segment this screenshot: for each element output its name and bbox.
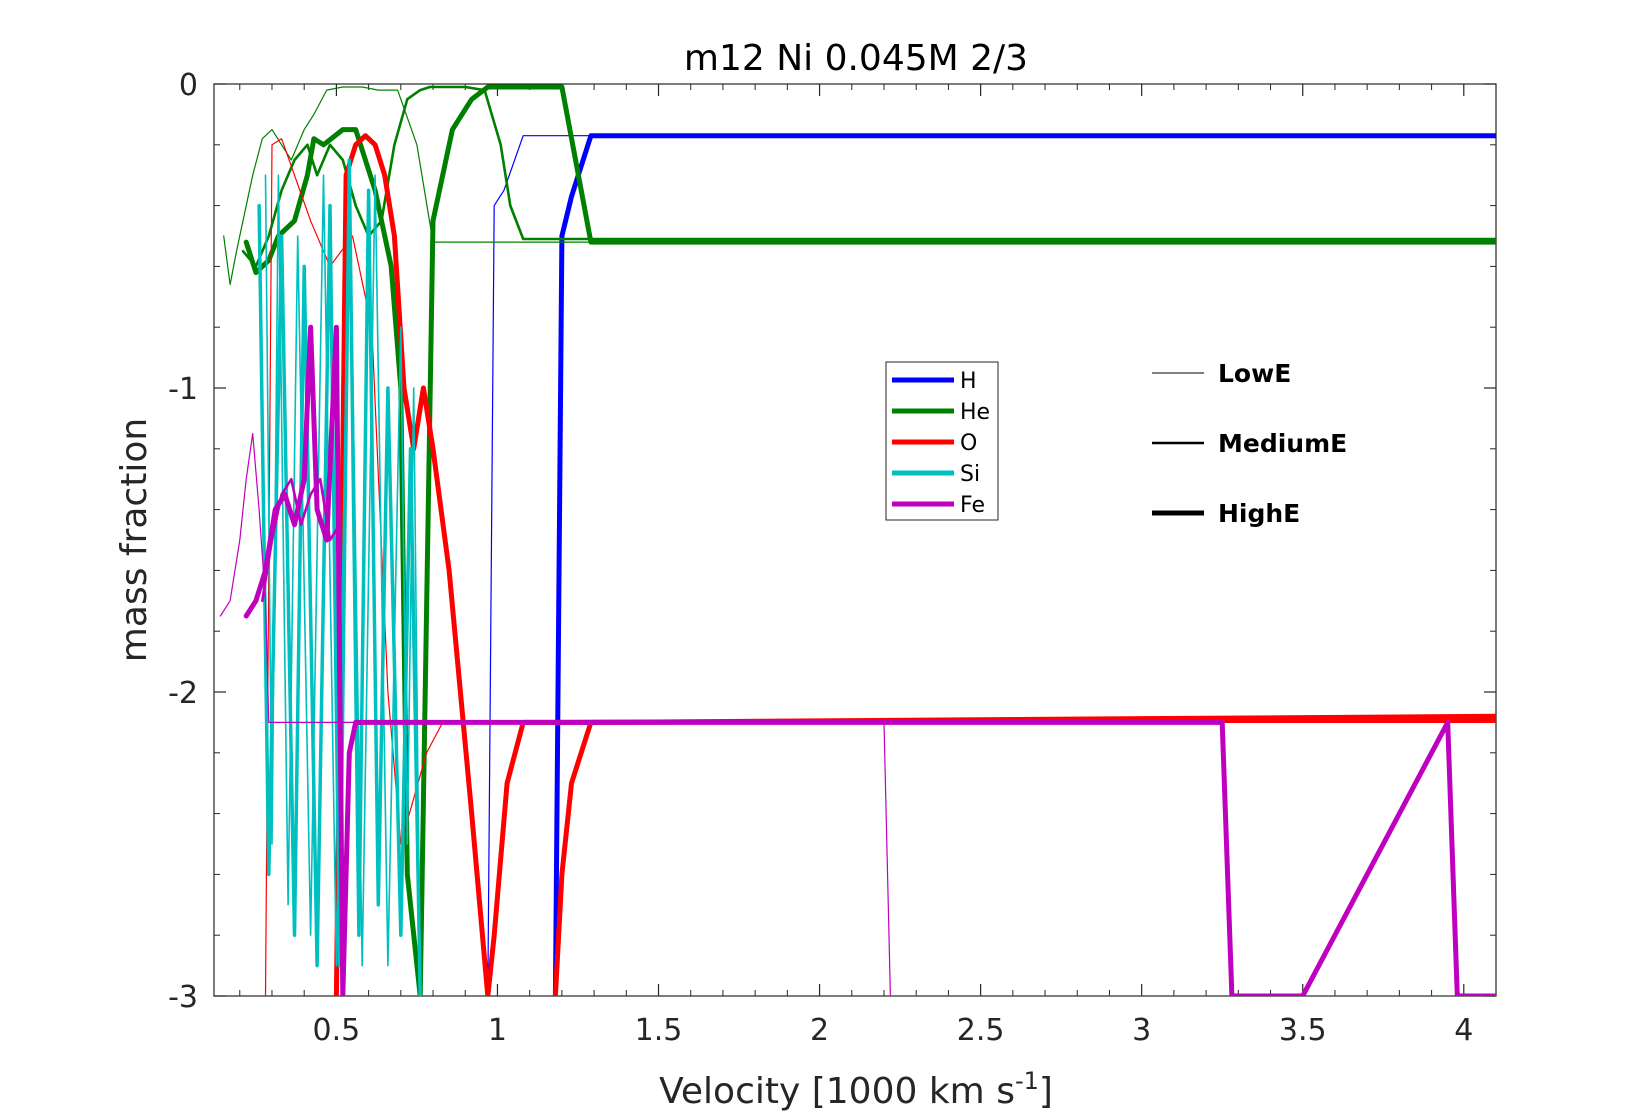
legend-label-he: He — [960, 400, 990, 425]
series-lines — [219, 84, 1496, 996]
energy-label-lowe: LowE — [1218, 359, 1291, 388]
y-tick-label: 0 — [179, 68, 198, 103]
x-tick-label: 0.5 — [313, 1013, 361, 1048]
x-tick-label: 2.5 — [957, 1013, 1005, 1048]
legend-label-si: Si — [960, 462, 980, 487]
legend-label-fe: Fe — [960, 493, 985, 518]
legend-energy: LowE MediumE HighE — [1152, 359, 1347, 528]
axis-ticks: 0.5 1 1.5 2 2.5 3 3.5 4 0 -1 -2 -3 — [168, 68, 1496, 1048]
series-layer — [219, 84, 1496, 996]
chart-title: m12 Ni 0.045M 2/3 — [684, 38, 1028, 79]
legend-elements: H He O Si Fe — [885, 361, 999, 521]
legend-label-o: O — [960, 431, 977, 456]
legend-label-h: H — [960, 369, 977, 394]
series-si-highe — [257, 158, 422, 996]
energy-label-mediume: MediumE — [1218, 429, 1347, 458]
x-tick-label: 1 — [488, 1013, 507, 1048]
series-o-highe — [333, 133, 1496, 996]
energy-label-highe: HighE — [1218, 499, 1300, 528]
series-fe-highe — [243, 324, 1496, 996]
series-he-highe — [243, 84, 1496, 996]
x-axis-label: Velocity [1000 km s-1] — [659, 1067, 1053, 1112]
x-tick-label: 2 — [810, 1013, 829, 1048]
x-tick-label: 3.5 — [1279, 1013, 1327, 1048]
x-tick-label: 4 — [1454, 1013, 1473, 1048]
y-tick-label: -2 — [168, 676, 198, 711]
series-fe-lowe — [219, 433, 1496, 996]
y-tick-label: -1 — [168, 372, 198, 407]
x-tick-label: 3 — [1132, 1013, 1151, 1048]
x-tick-label: 1.5 — [635, 1013, 683, 1048]
y-axis-label: mass fraction — [114, 418, 155, 662]
x-axis-label-main: Velocity [1000 km s — [659, 1071, 1015, 1112]
y-tick-label: -3 — [168, 980, 198, 1015]
x-axis-label-end: ] — [1039, 1071, 1053, 1112]
x-axis-label-sup: -1 — [1015, 1067, 1039, 1095]
series-he-lowe — [223, 86, 1496, 286]
series-h-highe — [552, 133, 1496, 996]
